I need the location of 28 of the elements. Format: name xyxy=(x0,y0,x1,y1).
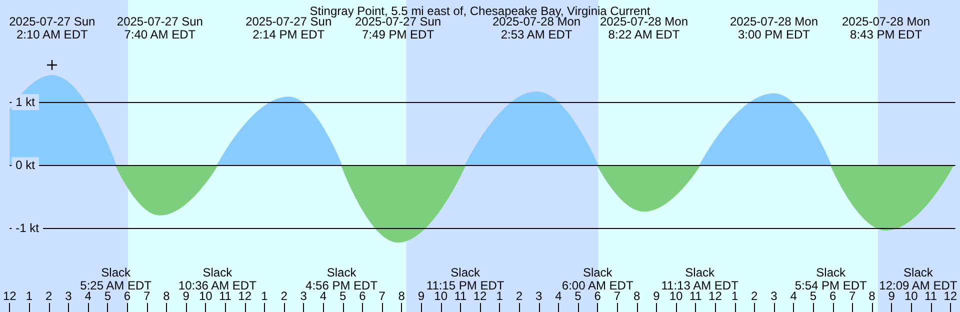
x-tick-label: 9 xyxy=(418,289,425,303)
x-tick-label: 4 xyxy=(790,289,798,303)
x-tick-label: 12 xyxy=(2,289,17,303)
x-tick-label: 3 xyxy=(770,289,778,303)
annotation: 2025-07-28 Mon 8:43 PM EDT xyxy=(842,14,930,42)
x-tick-label: 2 xyxy=(280,289,288,303)
x-tick-label: 2 xyxy=(46,289,53,303)
x-tick-label: 8 xyxy=(633,289,640,303)
x-tick-label: 7 xyxy=(378,289,386,303)
y-tick-label: -1 kt xyxy=(16,221,40,236)
x-tick-label: 8 xyxy=(163,289,170,303)
annotation: 2025-07-27 Sun 7:40 AM EDT xyxy=(116,14,203,42)
x-tick-label: 1 xyxy=(261,289,268,303)
annotation: 2025-07-27 Sun 2:10 AM EDT xyxy=(9,14,96,42)
x-tick-label: 4 xyxy=(555,289,562,303)
x-tick-label: 3 xyxy=(300,289,308,303)
x-tick-label: 3 xyxy=(535,289,542,303)
x-tick-label: 2 xyxy=(516,289,523,303)
x-tick-label: 8 xyxy=(398,289,406,303)
annotation: 2025-07-28 Mon 3:00 PM EDT xyxy=(730,14,818,42)
x-tick-label: 9 xyxy=(653,289,660,303)
x-tick-label: 3 xyxy=(65,289,72,303)
y-tick-label: 0 kt xyxy=(16,158,36,172)
x-tick-label: 2 xyxy=(751,289,758,303)
x-tick-label: 1 xyxy=(26,289,33,303)
x-tick-label: 8 xyxy=(868,289,876,303)
y-tick-label: 1 kt xyxy=(16,95,36,110)
annotation: 2025-07-28 Mon 8:22 AM EDT xyxy=(600,14,688,42)
